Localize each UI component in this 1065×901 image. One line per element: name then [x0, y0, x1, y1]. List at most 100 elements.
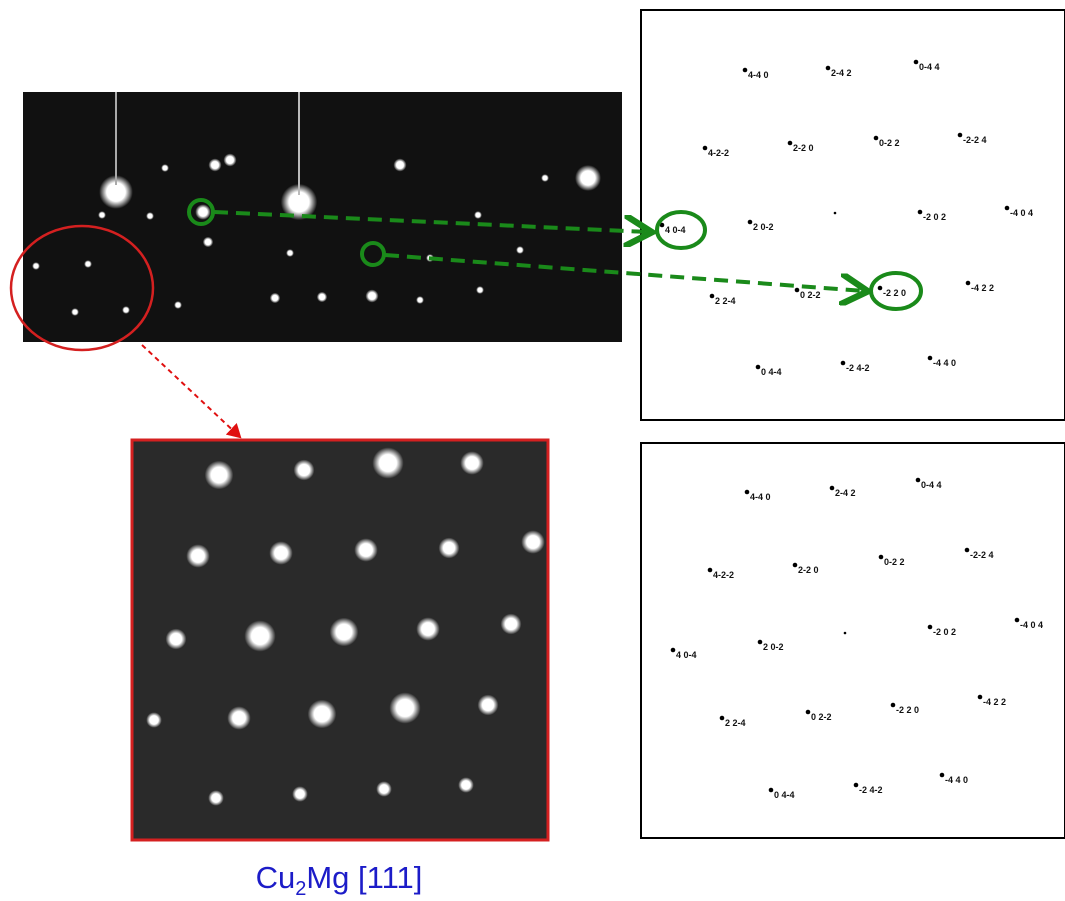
index-dot [879, 555, 884, 560]
index-label: 0-2 2 [879, 138, 900, 148]
diffraction-image [23, 92, 622, 342]
spot [394, 159, 407, 172]
index-label: -4 4 0 [945, 775, 968, 785]
index-label: 0-4 4 [921, 480, 942, 490]
spot [205, 461, 234, 490]
spot [174, 301, 182, 309]
caption-text: Cu [256, 860, 296, 895]
index-dot [720, 716, 725, 721]
index-label: 2 2-4 [715, 296, 736, 306]
index-label: -2 4-2 [859, 785, 883, 795]
index-dot [928, 625, 933, 630]
index-label: -4 0 4 [1020, 620, 1043, 630]
caption-subscript: 2 [295, 878, 306, 900]
index-dot [671, 648, 676, 653]
spot [166, 629, 187, 650]
spot [317, 292, 327, 302]
index-label: 0 4-4 [774, 790, 795, 800]
spot [122, 306, 130, 314]
index-dot [830, 486, 835, 491]
index-dot [1015, 618, 1020, 623]
spot [84, 260, 92, 268]
spot [516, 246, 524, 254]
index-dot [958, 133, 963, 138]
index-label: -4 4 0 [933, 358, 956, 368]
index-dot [748, 220, 753, 225]
spot [195, 204, 211, 220]
index-dot [795, 288, 800, 293]
spot [71, 308, 79, 316]
spot [294, 460, 315, 481]
index-label: 2-2 0 [798, 565, 819, 575]
index-dot [826, 66, 831, 71]
zoom-arrow [142, 345, 240, 437]
spot [308, 700, 337, 729]
spot [161, 164, 169, 172]
index-label: 2 0-2 [753, 222, 774, 232]
index-label: 4-4 0 [748, 70, 769, 80]
spot [501, 614, 522, 635]
index-label: 0-4 4 [919, 62, 940, 72]
spot [244, 620, 275, 651]
index-dot [914, 60, 919, 65]
center-dot [834, 212, 837, 215]
index-label: -2 4-2 [846, 363, 870, 373]
spot [478, 695, 499, 716]
spot [227, 706, 250, 729]
spot [146, 212, 154, 220]
index-dot [788, 141, 793, 146]
index-dot [743, 68, 748, 73]
index-dot [703, 146, 708, 151]
center-dot [844, 632, 847, 635]
caption: Cu2Mg [111] [256, 860, 423, 900]
index-dot [710, 294, 715, 299]
index-dot [745, 490, 750, 495]
index-dot [708, 568, 713, 573]
index-label: 0 4-4 [761, 367, 782, 377]
index-dot [940, 773, 945, 778]
spot [366, 290, 379, 303]
spot [575, 165, 601, 191]
index-label: -2 2 0 [896, 705, 919, 715]
index-dot [965, 548, 970, 553]
index-label: -2 2 0 [883, 288, 906, 298]
spot [476, 286, 484, 294]
spot [416, 296, 424, 304]
index-label: 0 2-2 [811, 712, 832, 722]
index-dot [966, 281, 971, 286]
spot [474, 211, 482, 219]
spot [354, 538, 377, 561]
spot [389, 692, 420, 723]
index-dot [918, 210, 923, 215]
spot [209, 159, 222, 172]
index-panel-bottom [641, 443, 1065, 838]
spot [458, 777, 474, 793]
index-label: -2-2 4 [970, 550, 994, 560]
spot [224, 154, 237, 167]
index-dot [854, 783, 859, 788]
index-dot [769, 788, 774, 793]
page: {"caption": {"pre": "Cu", "sub": "2", "p… [0, 0, 1065, 901]
spot [416, 617, 439, 640]
index-label: -4 2 2 [971, 283, 994, 293]
index-label: -4 2 2 [983, 697, 1006, 707]
spot [439, 538, 460, 559]
index-label: 0 2-2 [800, 290, 821, 300]
index-label: -2 0 2 [933, 627, 956, 637]
index-label: 4-4 0 [750, 492, 771, 502]
index-label: 2 2-4 [725, 718, 746, 728]
spot [146, 712, 162, 728]
index-label: 2 0-2 [763, 642, 784, 652]
spot [269, 541, 292, 564]
caption-text: Mg [111] [306, 860, 422, 895]
index-label: 4 0-4 [676, 650, 697, 660]
index-dot [878, 286, 883, 291]
index-dot [758, 640, 763, 645]
spot [292, 786, 308, 802]
spot [203, 237, 213, 247]
index-dot [806, 710, 811, 715]
spot [286, 249, 294, 257]
index-dot [756, 365, 761, 370]
index-dot [978, 695, 983, 700]
index-label: -2 0 2 [923, 212, 946, 222]
